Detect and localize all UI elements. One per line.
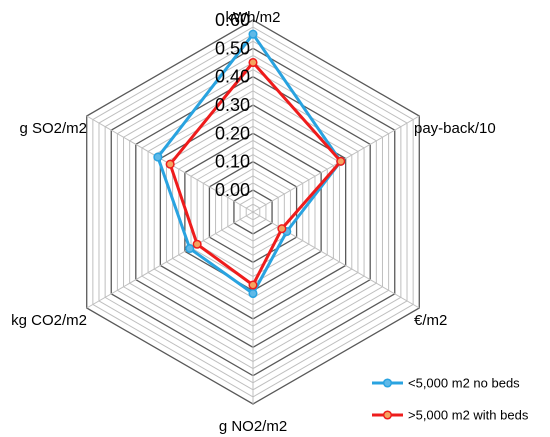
legend-label-small: <5,000 m2 no beds: [408, 376, 520, 391]
series-marker: [248, 29, 258, 39]
tick-label: 0.50: [215, 38, 250, 58]
series-1: [165, 57, 346, 290]
series-marker: [165, 159, 175, 169]
spoke-line: [86, 211, 254, 309]
axis-label-kwh: kWh/m2: [225, 9, 280, 26]
spoke-line: [252, 115, 420, 213]
legend-label-large: >5,000 m2 with beds: [408, 408, 529, 423]
tick-label: 0.20: [215, 123, 250, 143]
series-marker: [185, 243, 195, 254]
axis-label-co2: kg CO2/m2: [11, 312, 87, 329]
tick-label: 0.00: [215, 180, 250, 200]
axis-label-payback: pay-back/10: [414, 120, 496, 137]
series-marker: [277, 224, 287, 234]
axis-label-euro: €/m2: [414, 312, 447, 329]
axis-label-so2: g SO2/m2: [19, 120, 87, 137]
axis-labels: kWh/m2 pay-back/10 €/m2 g NO2/m2 kg CO2/…: [11, 9, 496, 435]
series-marker: [248, 280, 258, 290]
series-marker: [192, 239, 202, 249]
tick-label: 0.40: [215, 67, 250, 87]
tick-label: 0.60: [215, 10, 250, 30]
radar-series: [153, 29, 346, 299]
legend-item-small: <5,000 m2 no beds: [372, 376, 520, 391]
radar-spokes: [86, 20, 420, 404]
tick-label: 0.10: [215, 152, 250, 172]
radial-tick-labels: 0.00 0.10 0.20 0.30 0.40 0.50 0.60: [215, 10, 250, 200]
series-marker: [336, 156, 346, 166]
series-marker: [248, 57, 258, 68]
legend: <5,000 m2 no beds >5,000 m2 with beds: [372, 376, 529, 423]
series-marker: [153, 152, 163, 162]
tick-label: 0.30: [215, 95, 250, 115]
legend-item-large: >5,000 m2 with beds: [372, 408, 529, 423]
axis-label-no2: g NO2/m2: [219, 418, 287, 435]
series-marker: [248, 288, 258, 299]
